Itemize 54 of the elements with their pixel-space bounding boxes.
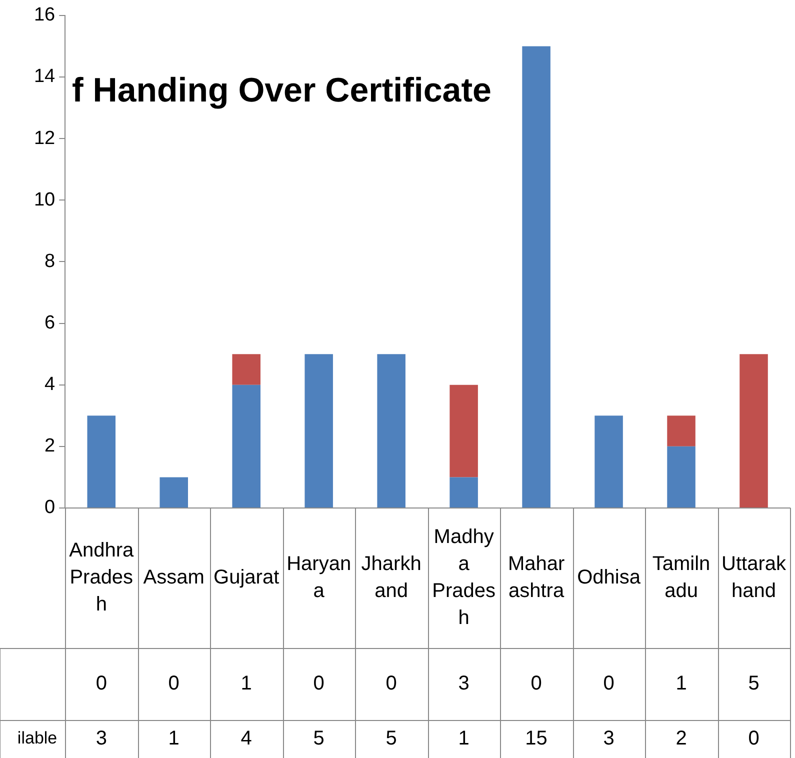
x-tick-label: Maharashtra: [508, 553, 565, 602]
bar: [232, 354, 260, 385]
data-label: 0: [386, 672, 397, 695]
bar: [594, 416, 623, 508]
bar: [160, 477, 188, 508]
bar: [87, 416, 116, 508]
data-label: 2: [676, 728, 687, 750]
data-label: 1: [168, 728, 180, 750]
bar: [450, 477, 478, 508]
y-tick-label: 8: [44, 250, 56, 272]
data-label: 0: [530, 672, 542, 695]
x-tick-label: Odhisa: [577, 566, 642, 589]
bar: [667, 416, 696, 446]
data-label: 0: [603, 672, 614, 695]
x-tick-label: Haryana: [286, 553, 352, 602]
bar: [667, 446, 696, 508]
y-tick-label: 0: [44, 497, 56, 518]
data-label: 0: [96, 672, 107, 695]
data-label: 1: [458, 728, 470, 750]
data-label: 3: [96, 728, 107, 750]
data-label: 1: [240, 672, 252, 695]
x-tick-label: Assam: [143, 566, 204, 589]
x-tick-label: Gujarat: [214, 566, 280, 589]
y-tick-label: 10: [34, 189, 56, 210]
y-tick-label: 2: [44, 436, 56, 457]
bar: [232, 384, 260, 508]
bar: [522, 46, 550, 508]
data-label: 5: [313, 728, 324, 750]
y-tick-label: 6: [44, 312, 56, 334]
x-tick-label: Uttarakhand: [722, 553, 787, 602]
data-label: 0: [748, 728, 760, 750]
bar: [377, 354, 406, 508]
text: ilable: [17, 728, 58, 748]
x-tick-label: Jharkhand: [361, 553, 422, 602]
data-label: 1: [676, 672, 687, 695]
bar: [740, 354, 768, 508]
x-tick-label: Tamilnadu: [652, 553, 710, 602]
data-label: 15: [525, 728, 548, 750]
data-label: 5: [748, 672, 760, 695]
x-tick-label: Andhra Pradesh: [69, 540, 134, 616]
text: f Handing Over Certificate: [72, 71, 492, 110]
y-tick-label: 12: [34, 128, 56, 149]
x-tick-label: Madhya Pradesh: [432, 526, 496, 630]
bar: [304, 354, 333, 508]
y-tick-label: 14: [34, 66, 56, 88]
bar: [450, 384, 478, 478]
data-label: 5: [386, 728, 397, 750]
data-label: 4: [240, 728, 252, 750]
data-label: 0: [168, 672, 180, 695]
data-label: 3: [603, 728, 614, 750]
data-label: 3: [458, 672, 470, 695]
y-tick-label: 16: [34, 4, 56, 26]
y-tick-label: 4: [44, 374, 56, 396]
data-label: 0: [313, 672, 324, 695]
